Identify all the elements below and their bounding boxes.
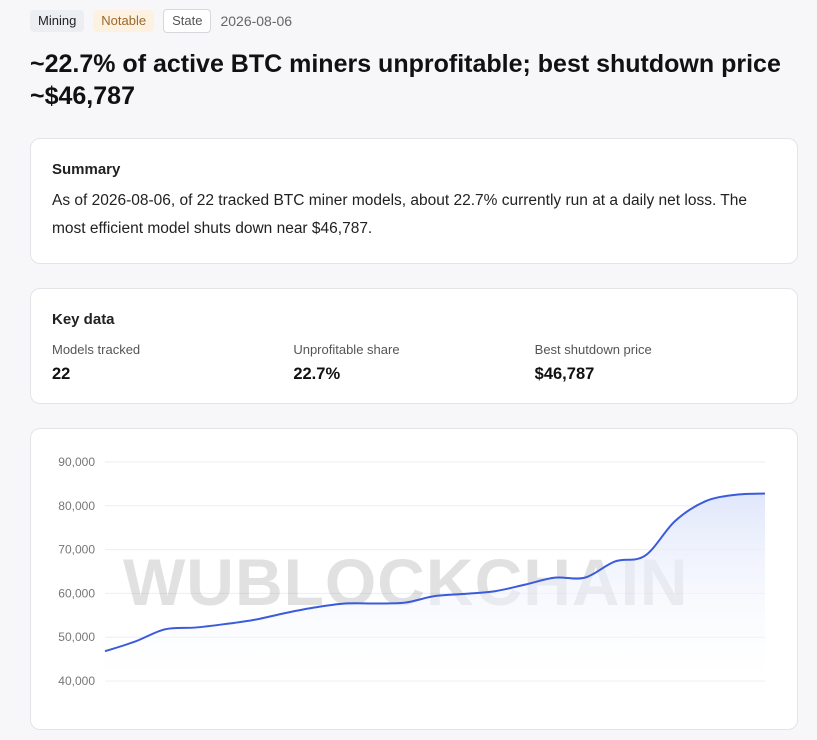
key-data-card: Key data Models tracked 22 Unprofitable … bbox=[30, 288, 798, 404]
key-data-value: 22.7% bbox=[293, 365, 341, 383]
tag-bar: Mining Notable State 2026-08-06 bbox=[30, 9, 292, 33]
y-tick-label: 40,000 bbox=[58, 674, 95, 688]
importance-tag[interactable]: Notable bbox=[93, 10, 155, 32]
key-data-value: $46,787 bbox=[534, 365, 595, 383]
summary-title: Summary bbox=[52, 161, 121, 178]
y-tick-label: 90,000 bbox=[58, 455, 95, 469]
key-data-item-shutdown: Best shutdown price $46,787 bbox=[535, 342, 776, 384]
series-area bbox=[105, 493, 765, 681]
key-data-value: 22 bbox=[52, 365, 71, 383]
key-data-label: Unprofitable share bbox=[293, 342, 400, 357]
key-data-label: Models tracked bbox=[52, 342, 141, 357]
key-data-label: Best shutdown price bbox=[534, 342, 652, 357]
y-tick-label: 60,000 bbox=[58, 586, 95, 600]
headline: ~22.7% of active BTC miners unprofitable… bbox=[30, 50, 781, 110]
summary-text: As of 2026-08-06, of 22 tracked BTC mine… bbox=[52, 192, 747, 237]
type-tag[interactable]: State bbox=[163, 9, 212, 33]
y-tick-label: 70,000 bbox=[58, 543, 95, 557]
series-line bbox=[104, 492, 766, 653]
key-data-title: Key data bbox=[52, 311, 115, 328]
key-data-item-unprofitable: Unprofitable share 22.7% bbox=[293, 342, 534, 384]
publish-date: 2026-08-06 bbox=[220, 13, 293, 29]
category-tag[interactable]: Mining bbox=[30, 10, 85, 32]
y-tick-label: 50,000 bbox=[58, 630, 95, 644]
key-data-item-models: Models tracked 22 bbox=[52, 342, 293, 384]
y-tick-label: 80,000 bbox=[58, 499, 95, 513]
summary-card: Summary As of 2026-08-06, of 22 tracked … bbox=[30, 138, 798, 264]
key-data-row: Models tracked 22 Unprofitable share 22.… bbox=[52, 342, 776, 384]
chart-card: 90,000 80,000 70,000 60,000 50,000 40,000 WUB… bbox=[30, 428, 798, 730]
